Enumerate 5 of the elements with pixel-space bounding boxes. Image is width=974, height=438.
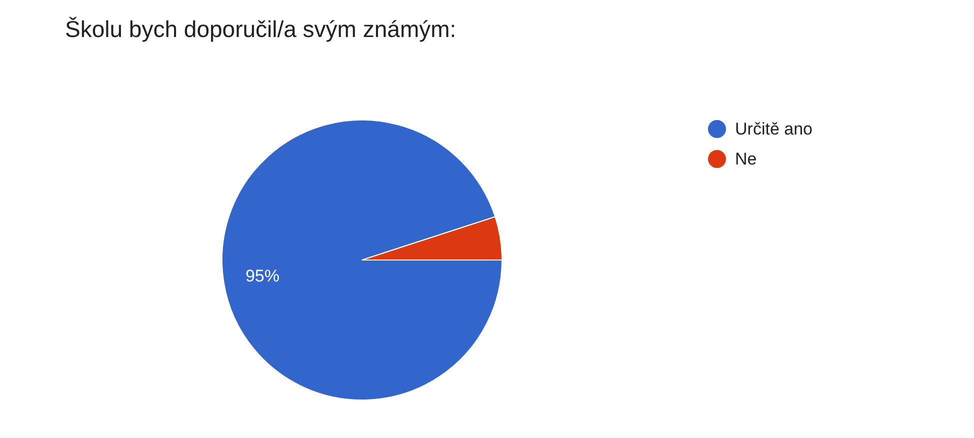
pie-slice	[222, 120, 502, 400]
legend-label: Ne	[735, 150, 757, 168]
legend-label: Určitě ano	[735, 120, 812, 138]
data-label: 95%	[245, 266, 280, 286]
chart-title: Školu bych doporučil/a svým známým:	[65, 16, 456, 42]
